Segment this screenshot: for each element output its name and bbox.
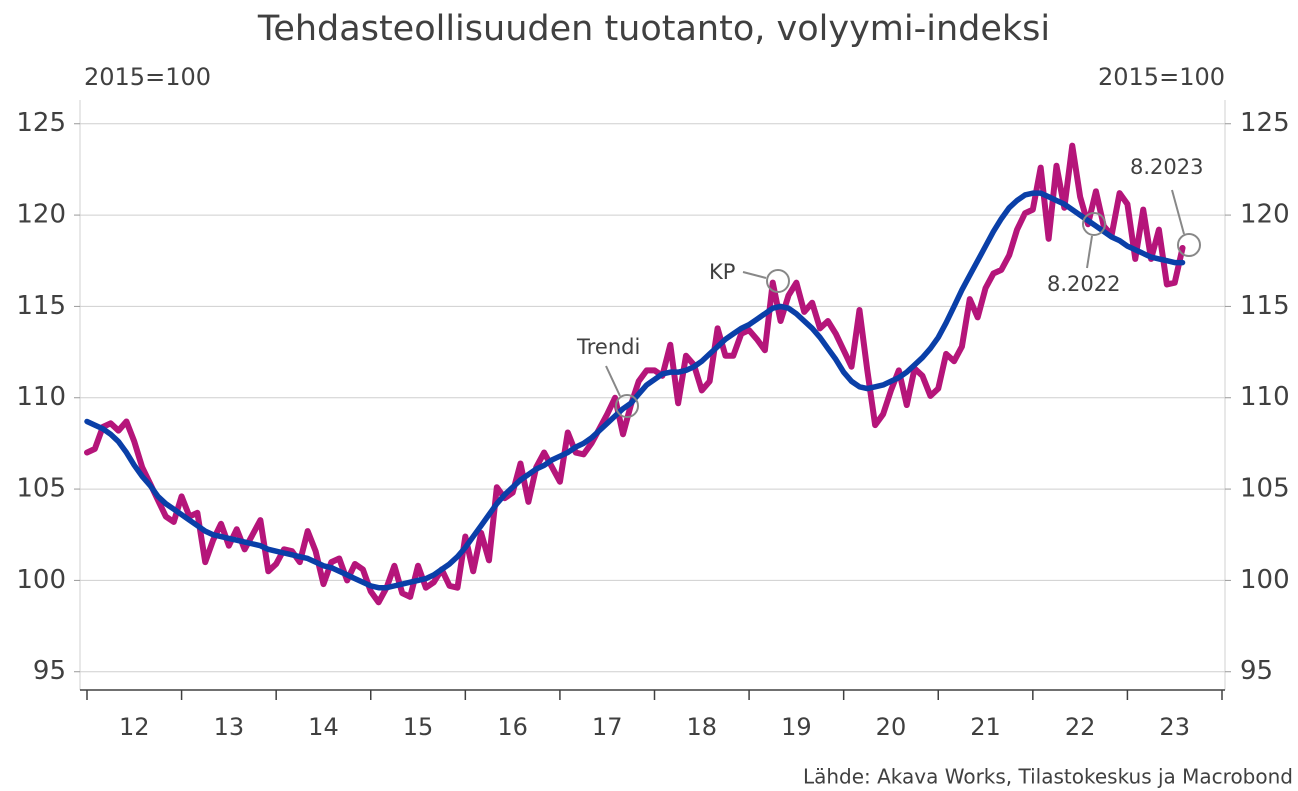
y2-tick-label: 105 — [1240, 474, 1290, 504]
y2-tick-label: 110 — [1240, 382, 1290, 412]
source: Lähde: Akava Works, Tilastokeskus ja Mac… — [803, 765, 1293, 789]
x-tick-label: 23 — [1159, 713, 1190, 741]
leader — [1171, 189, 1185, 235]
series-line — [84, 142, 1186, 606]
annotation-marks — [605, 189, 1201, 418]
marker — [1082, 212, 1106, 236]
x-tick-label: 19 — [781, 713, 812, 741]
y-tick-label: 115 — [16, 291, 66, 321]
leader — [742, 271, 767, 279]
x-tick-label: 18 — [687, 713, 718, 741]
y2-tick-label: 100 — [1240, 565, 1290, 595]
y-tick-label: 125 — [16, 108, 66, 138]
x-tick-label: 12 — [119, 713, 150, 741]
y2-tick-label: 115 — [1240, 291, 1290, 321]
plot — [80, 123, 1225, 673]
y-tick-label: 120 — [16, 200, 66, 230]
annotation: Trendi — [576, 335, 640, 359]
chart-title: Tehdasteollisuuden tuotanto, volyymi-ind… — [257, 9, 1050, 49]
annotation: 8.2022 — [1047, 272, 1120, 296]
leader — [605, 365, 621, 397]
y2-tick-label: 120 — [1240, 200, 1290, 230]
marker — [1177, 233, 1201, 257]
marker — [615, 394, 639, 418]
x-tick-label: 14 — [308, 713, 339, 741]
x-tick-label: 21 — [970, 713, 1001, 741]
x-tick-label: 20 — [876, 713, 907, 741]
x-tick-label: 13 — [214, 713, 245, 741]
y-tick-label: 95 — [33, 656, 66, 686]
y-tick-label: 110 — [16, 382, 66, 412]
x-tick-label: 22 — [1065, 713, 1096, 741]
annotation: 8.2023 — [1130, 155, 1203, 179]
y-tick-label: 105 — [16, 474, 66, 504]
y2-tick-label: 95 — [1240, 656, 1273, 686]
annotation: KP — [709, 260, 735, 284]
y-tick-label: 100 — [16, 565, 66, 595]
y2-axis-label: 2015=100 — [1098, 63, 1225, 91]
y-axis-label: 2015=100 — [84, 63, 211, 91]
y2-tick-label: 125 — [1240, 108, 1290, 138]
leader — [1086, 235, 1093, 269]
x-tick-label: 17 — [592, 713, 623, 741]
marker — [766, 269, 790, 293]
x-tick-label: 15 — [403, 713, 434, 741]
x-tick-label: 16 — [497, 713, 528, 741]
